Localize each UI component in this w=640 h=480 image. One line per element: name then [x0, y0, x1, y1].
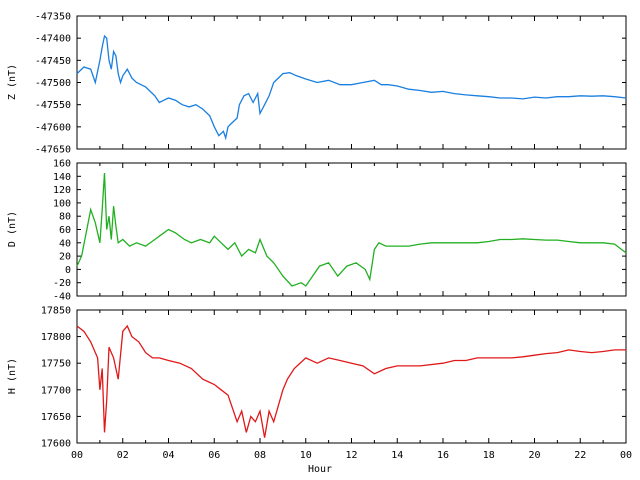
y-tick-label: -47600 — [35, 122, 71, 133]
y-ticks-z: -47350 -47400 -47450 -47500 -47550 -47600 -476… — [35, 12, 626, 156]
y-tick-label: 40 — [59, 238, 71, 249]
y-tick-label: -20 — [53, 278, 71, 289]
x-ticks-d — [76, 163, 627, 296]
y-tick-label: 17700 — [41, 385, 71, 396]
series-line-d — [76, 172, 627, 287]
x-tick-label: 18 — [483, 450, 495, 461]
plot-frame-h — [76, 309, 627, 444]
y-tick-label: 0 — [65, 265, 71, 276]
y-tick-label: 17850 — [41, 306, 71, 317]
x-tick-label: 22 — [574, 450, 586, 461]
y-tick-label: 160 — [53, 159, 71, 170]
y-tick-label: -47550 — [35, 100, 71, 111]
y-tick-label: 17600 — [41, 439, 71, 450]
x-tick-label: 08 — [254, 450, 266, 461]
x-tick-label: 20 — [528, 450, 540, 461]
y-tick-label: 100 — [53, 198, 71, 209]
panel-d: 160 140 120 100 80 60 40 20 0 -20 -40 D (nT) — [7, 159, 627, 303]
plot-frame-d — [76, 162, 627, 297]
y-axis-label-h: H (nT) — [7, 358, 18, 394]
x-tick-label: 02 — [117, 450, 129, 461]
x-tick-label: 06 — [208, 450, 220, 461]
y-tick-label: 80 — [59, 212, 71, 223]
y-tick-label: 17750 — [41, 359, 71, 370]
x-tick-label: 14 — [391, 450, 403, 461]
y-tick-label: 17800 — [41, 332, 71, 343]
x-tick-labels: 00 02 04 06 08 10 12 14 16 18 20 22 00 — [71, 450, 632, 461]
y-tick-label: 140 — [53, 172, 71, 183]
x-ticks-h — [76, 310, 627, 443]
plot-frame-z — [76, 15, 627, 150]
y-tick-label: -47350 — [35, 12, 71, 23]
y-ticks-h: 17850 17800 17750 17700 17650 17600 — [41, 306, 626, 450]
y-tick-label: -40 — [53, 292, 71, 303]
y-axis-label-d: D (nT) — [7, 211, 18, 247]
y-tick-label: 17650 — [41, 412, 71, 423]
y-axis-label-z: Z (nT) — [7, 64, 18, 100]
y-tick-label: -47400 — [35, 34, 71, 45]
x-ticks-z — [76, 16, 627, 149]
series-line-h — [76, 324, 626, 438]
y-tick-label: -47500 — [35, 78, 71, 89]
y-tick-label: -47450 — [35, 56, 71, 67]
x-axis-label: Hour — [308, 464, 332, 475]
series-line-z — [76, 34, 627, 141]
x-tick-label: 16 — [437, 450, 449, 461]
x-tick-label: 00 — [620, 450, 632, 461]
y-tick-label: 60 — [59, 225, 71, 236]
panel-z: -47350 -47400 -47450 -47500 -47550 -47600 -476… — [7, 12, 627, 156]
x-tick-label: 04 — [162, 450, 174, 461]
x-tick-label: 12 — [345, 450, 357, 461]
y-tick-label: 120 — [53, 185, 71, 196]
y-tick-label: -47650 — [35, 145, 71, 156]
x-tick-label: 00 — [71, 450, 83, 461]
y-ticks-d: 160 140 120 100 80 60 40 20 0 -20 -40 — [53, 159, 626, 303]
x-tick-label: 10 — [300, 450, 312, 461]
y-tick-label: 20 — [59, 252, 71, 263]
